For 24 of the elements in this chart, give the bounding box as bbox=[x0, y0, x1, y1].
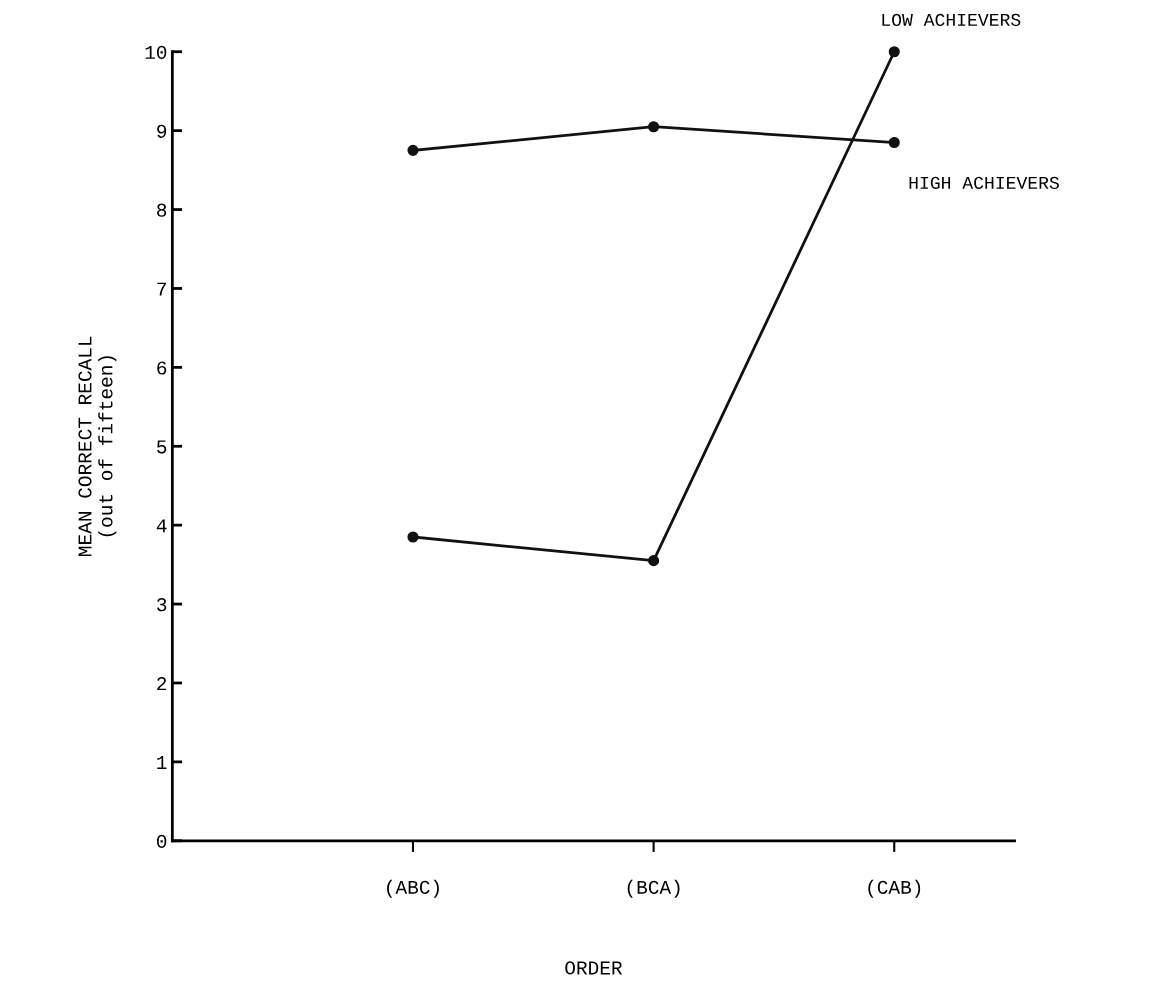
y-tick-label: 9 bbox=[157, 124, 167, 138]
y-tick-label: 3 bbox=[157, 598, 167, 612]
y-tick-label: 4 bbox=[156, 519, 167, 533]
y-tick-label: 0 bbox=[157, 834, 167, 849]
y-tick-label: 8 bbox=[157, 203, 167, 217]
y-axis-title: MEAN CORRECT RECALL (out of fifteen) bbox=[78, 336, 117, 556]
point bbox=[407, 144, 419, 156]
point bbox=[888, 136, 900, 149]
point bbox=[648, 121, 660, 133]
y-tick-label: 6 bbox=[157, 361, 167, 375]
y-tick-label: 7 bbox=[157, 282, 166, 296]
series-label: LOW ACHIEVERS bbox=[882, 13, 1021, 27]
series-label: HIGH ACHIEVERS bbox=[909, 176, 1059, 189]
x-tick-label: (BCA) bbox=[627, 879, 680, 898]
point bbox=[888, 46, 900, 58]
y-tick-label: 2 bbox=[157, 677, 167, 691]
x-tick-label: (ABC) bbox=[387, 879, 439, 898]
point bbox=[648, 555, 660, 567]
x-axis-title: ORDER bbox=[565, 961, 623, 975]
point bbox=[407, 531, 419, 543]
y-tick-label: 10 bbox=[145, 45, 167, 59]
y-tick-label: 5 bbox=[157, 440, 167, 454]
y-tick-label: 1 bbox=[157, 756, 167, 769]
x-tick-label: (CAB) bbox=[868, 879, 921, 898]
